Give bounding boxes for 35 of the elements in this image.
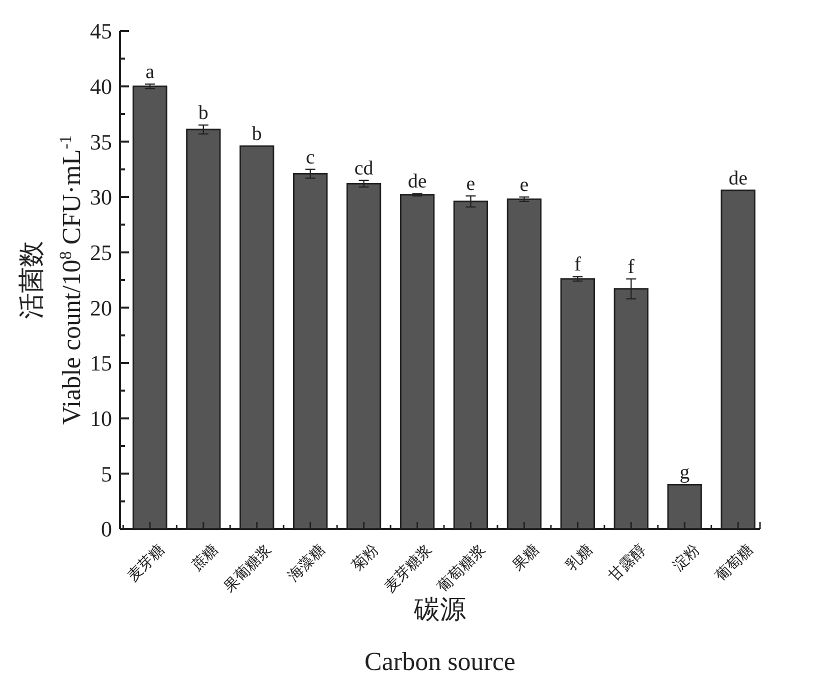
x-tick-label: 葡萄糖: [712, 541, 756, 586]
y-tick-label: 5: [101, 461, 112, 486]
y-tick-label: 0: [101, 516, 112, 542]
y-tick-label: 35: [90, 129, 112, 154]
x-tick-label: 葡萄糖浆: [434, 541, 489, 596]
annotation: a: [145, 61, 154, 84]
x-tick-label: 麦芽糖浆: [381, 541, 436, 596]
y-tick-label: 25: [90, 240, 112, 266]
annotation: de: [408, 170, 427, 193]
x-tick-label: 甘露醇: [606, 541, 650, 586]
annotation: f: [574, 254, 582, 276]
x-tick-label: 蔗糖: [188, 541, 222, 574]
annotation: e: [520, 174, 529, 196]
x-axis-title: 碳源 Carbon source: [364, 595, 516, 676]
y-tick-label: 10: [90, 406, 112, 432]
annotation: b: [198, 102, 208, 124]
annotation: c: [306, 146, 315, 168]
annotation: f: [628, 256, 635, 278]
y-tick-label: 45: [90, 18, 112, 44]
y-tick-label: 40: [90, 74, 112, 100]
annotation: e: [466, 172, 476, 195]
y-tick-label: 20: [90, 295, 112, 320]
annotation: g: [680, 462, 690, 484]
x-tick-label: 淀粉: [670, 541, 703, 574]
x-tick-label: 乳糖: [562, 541, 596, 574]
annotation: de: [728, 167, 748, 190]
x-tick-label: 菊粉: [348, 541, 382, 574]
y-tick-label: 15: [90, 350, 112, 376]
annotation: cd: [354, 157, 374, 180]
x-tick-label: 麦芽糖: [124, 541, 168, 586]
x-tick-label: 果糖: [509, 541, 542, 574]
annotation: b: [252, 123, 262, 146]
y-tick-label: 30: [90, 184, 112, 210]
x-tick-label: 果葡糖浆: [220, 541, 276, 596]
x-tick-label: 海藻糖: [284, 541, 329, 586]
